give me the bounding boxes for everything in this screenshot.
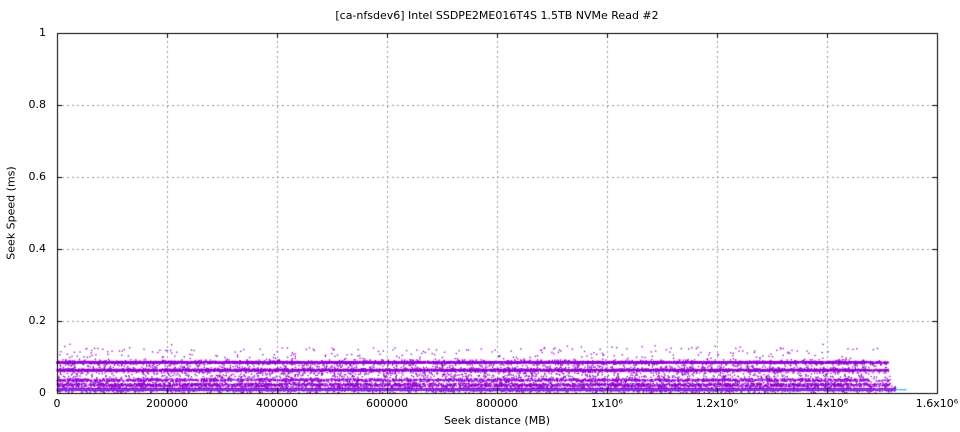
x-tick-label-2: 400000 — [256, 397, 298, 410]
y-tick-label-5: 1 — [39, 26, 46, 39]
x-axis-label: Seek distance (MB) — [443, 414, 551, 427]
y-tick-label-4: 0.8 — [28, 98, 47, 111]
x-tick-label-7: 1.4x10⁶ — [805, 397, 849, 410]
x-tick-label-3: 600000 — [366, 397, 408, 410]
x-tick-label-5: 1x10⁶ — [591, 397, 623, 410]
y-tick-label-0: 0 — [39, 386, 46, 399]
y-tick-label-3: 0.6 — [28, 170, 47, 183]
y-axis-label: Seek Speed (ms) — [4, 166, 18, 260]
y-tick-label-2: 0.4 — [28, 242, 47, 255]
x-tick-label-1: 200000 — [146, 397, 188, 410]
x-tick-label-4: 800000 — [476, 397, 518, 410]
x-tick-label-8: 1.6x10⁶ — [915, 397, 959, 410]
y-tick-label-1: 0.2 — [28, 314, 47, 327]
x-tick-label-6: 1.2x10⁶ — [695, 397, 739, 410]
x-tick-label-0: 0 — [53, 397, 61, 410]
chart-title: [ca-nfsdev6] Intel SSDPE2ME016T4S 1.5TB … — [335, 9, 659, 22]
